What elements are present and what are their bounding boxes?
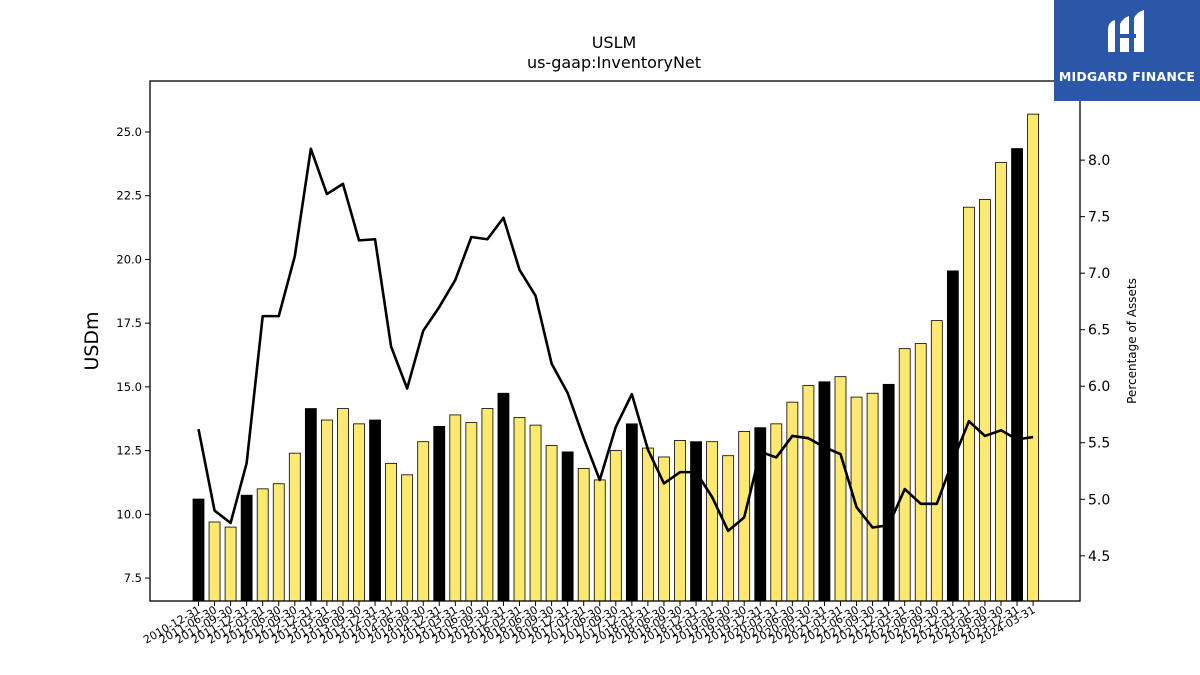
bar-2021-06-30	[850, 396, 863, 602]
y2-tick-label: 8.0	[1088, 153, 1110, 169]
x-axis: 2010-12-312011-06-302011-09-302011-12-31…	[141, 601, 1038, 647]
y2-tick-label: 6.5	[1088, 323, 1110, 339]
bar-2023-06-30	[979, 199, 991, 602]
y-tick-label: 20.0	[116, 252, 142, 266]
bar-2013-12-31	[369, 419, 381, 602]
bar-2016-12-31	[561, 451, 574, 602]
bar-2013-09-30	[353, 423, 365, 602]
bar-2014-09-30	[417, 441, 430, 602]
y2-tick-label: 6.0	[1088, 379, 1110, 395]
bar-2017-03-31	[577, 468, 590, 602]
bar-2013-03-31	[320, 419, 333, 602]
y-tick-label: 10.0	[116, 507, 142, 521]
bar-2022-03-31	[898, 348, 911, 602]
bar-2017-12-31	[625, 423, 638, 602]
bar-2018-12-31	[690, 441, 702, 602]
bar-2011-06-30	[208, 521, 221, 602]
bar-2011-09-30	[224, 526, 237, 602]
bar-2023-09-30	[995, 162, 1007, 602]
bar-2016-06-30	[529, 424, 542, 602]
y2-tick-label: 5.5	[1088, 436, 1110, 452]
bar-2011-12-31	[240, 494, 253, 602]
bar-2023-12-31	[1011, 148, 1023, 602]
bar-2018-09-30	[674, 440, 686, 602]
bar-2014-06-30	[401, 474, 414, 602]
bar-2021-03-31	[834, 376, 847, 602]
bar-2015-03-31	[449, 414, 462, 602]
bar-2012-12-31	[304, 408, 317, 602]
y-tick-label: 15.0	[116, 380, 142, 394]
bar-2012-09-30	[288, 452, 301, 602]
bar-2020-12-31	[818, 381, 831, 602]
y-tick-label: 17.5	[116, 316, 142, 330]
y-tick-label: 12.5	[116, 444, 142, 458]
chart-title: USLM	[592, 33, 637, 52]
left-axis: 7.5 10.0 12.5 15.0 17.5 20.0 22.5 25.0	[116, 125, 150, 585]
bar-2019-03-31	[706, 441, 718, 602]
bar-2018-03-31	[642, 447, 654, 602]
y2-tick-label: 4.5	[1088, 549, 1110, 565]
y-tick-label: 22.5	[116, 189, 142, 203]
bar-2015-09-30	[481, 408, 494, 602]
bar-2015-12-31	[497, 392, 510, 602]
bar-2018-06-30	[658, 456, 670, 602]
bar-2021-12-31	[882, 383, 895, 602]
line-layer	[197, 147, 1034, 533]
bar-2014-03-31	[385, 462, 398, 602]
logo-text: MIDGARD FINANCE	[1058, 69, 1196, 84]
bar-2017-09-30	[609, 450, 622, 602]
right-axis: 4.5 5.0 5.5 6.0 6.5 7.0 7.5 8.0	[1080, 153, 1110, 565]
y-tick-label: 7.5	[124, 571, 142, 585]
bar-2024-03-31	[1027, 113, 1039, 602]
brand-logo: MIDGARD FINANCE	[1054, 0, 1200, 101]
bars-layer	[192, 113, 1039, 602]
bar-2012-06-30	[272, 483, 285, 602]
bar-2021-09-30	[866, 392, 879, 602]
bar-2016-03-31	[513, 417, 526, 602]
bar-2013-06-30	[337, 408, 349, 602]
bar-2016-09-30	[545, 445, 558, 602]
bar-2022-12-31	[946, 270, 959, 602]
bar-2015-06-30	[465, 422, 478, 602]
y-axis-label: USDm	[81, 311, 103, 370]
bar-2012-03-31	[256, 488, 269, 602]
bar-2017-06-30	[593, 479, 606, 602]
chart-subtitle: us-gaap:InventoryNet	[527, 53, 701, 72]
bar-2020-06-30	[786, 401, 799, 602]
bar-2022-06-30	[914, 343, 927, 602]
y-tick-label: 25.0	[116, 125, 142, 139]
percentage-of-assets-line	[197, 147, 1034, 533]
logo-mark-icon	[1108, 10, 1144, 52]
bar-2023-03-31	[963, 206, 975, 602]
y2-tick-label: 5.0	[1088, 492, 1110, 508]
y2-tick-label: 7.0	[1088, 266, 1110, 282]
bar-2020-09-30	[802, 385, 815, 602]
bar-2022-09-30	[930, 320, 943, 602]
y2-axis-label: Percentage of Assets	[1125, 278, 1139, 404]
plot-frame	[149, 80, 1081, 602]
y2-tick-label: 7.5	[1088, 210, 1110, 226]
bar-2010-12-31	[192, 498, 205, 602]
bar-2014-12-31	[433, 425, 446, 602]
